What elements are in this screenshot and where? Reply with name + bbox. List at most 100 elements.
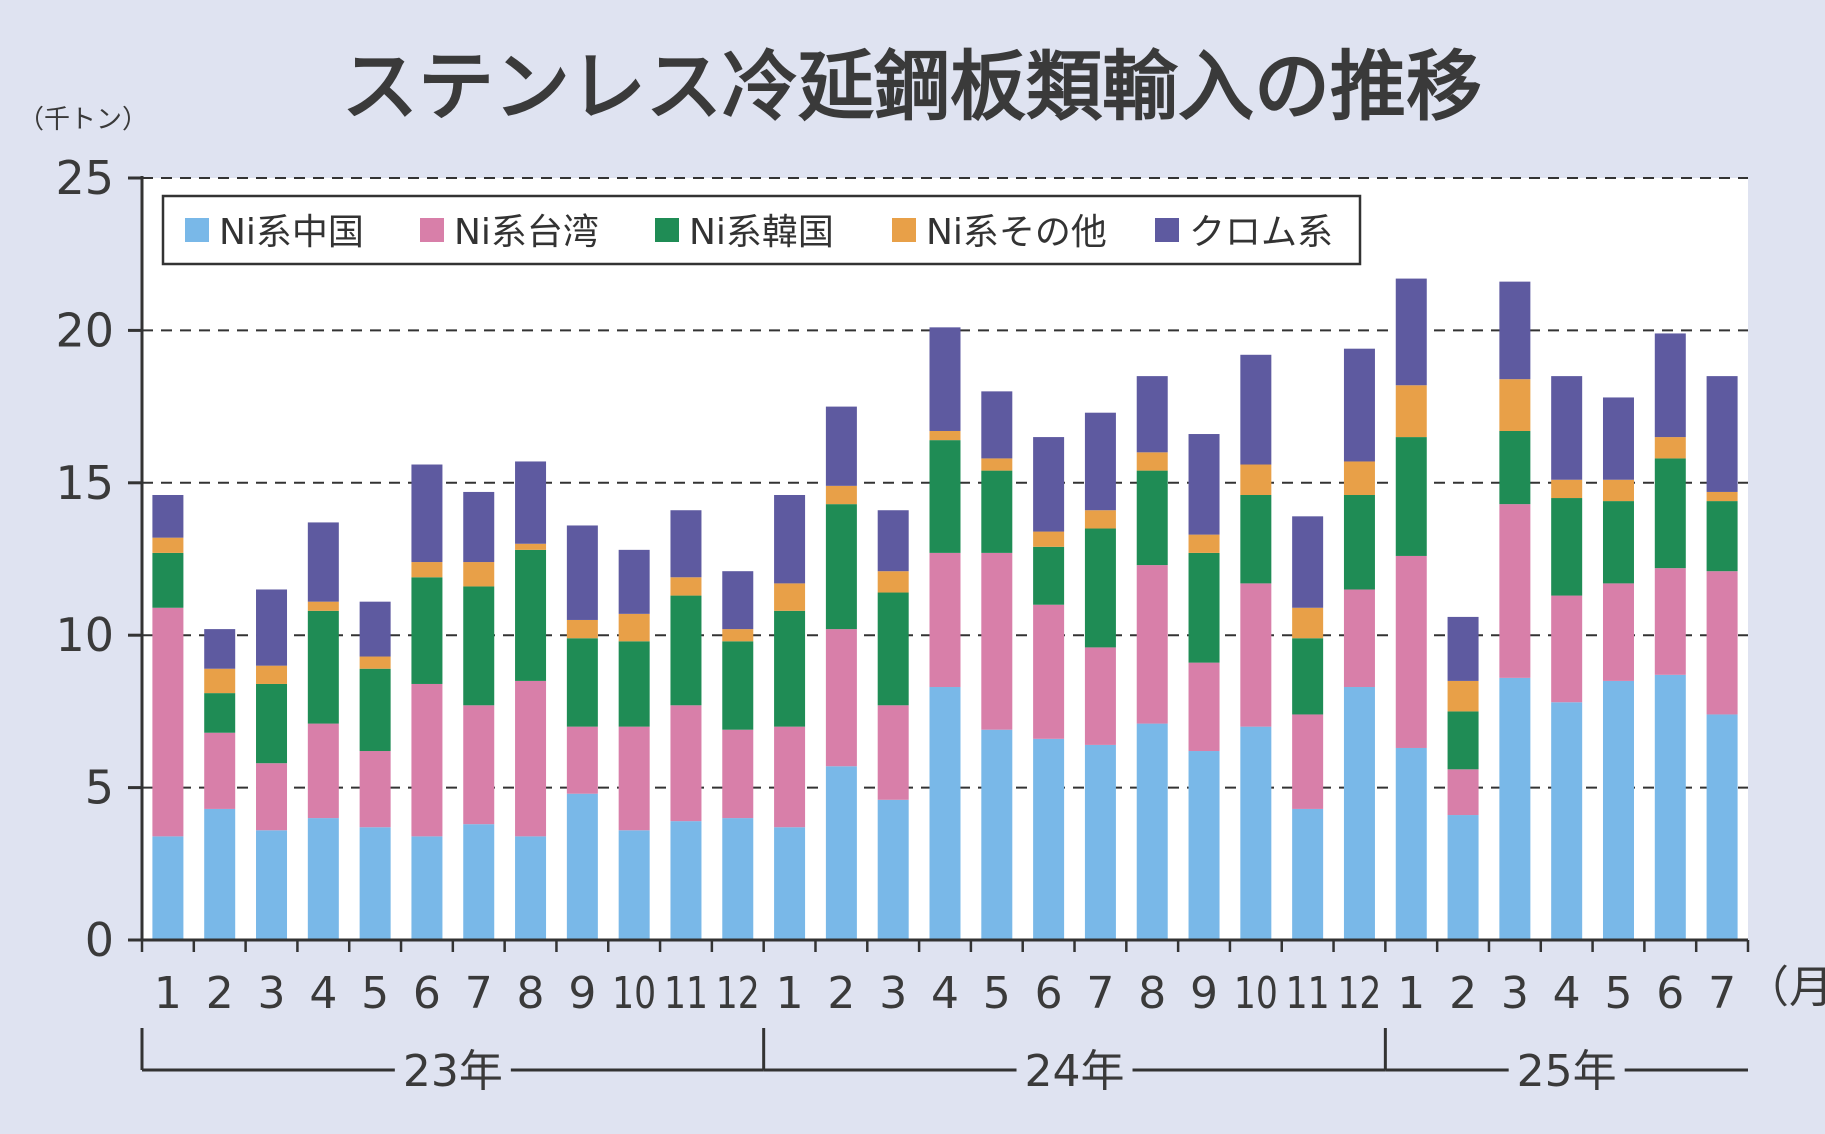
bar-segment bbox=[1499, 504, 1531, 678]
bar-segment bbox=[981, 470, 1013, 553]
bar-segment bbox=[1706, 501, 1738, 572]
x-tick-label: 7 bbox=[465, 968, 493, 1019]
bar-segment bbox=[1551, 595, 1583, 703]
legend-swatch bbox=[892, 218, 916, 242]
bar-segment bbox=[670, 577, 702, 596]
bar-segment bbox=[825, 766, 857, 940]
x-tick-label: 5 bbox=[1604, 968, 1632, 1019]
bar-segment bbox=[152, 552, 184, 608]
x-tick-label: 1 bbox=[1397, 968, 1425, 1019]
year-label: 24年 bbox=[1025, 1046, 1125, 1097]
bar-segment bbox=[152, 607, 184, 837]
bar-segment bbox=[1654, 674, 1686, 940]
bar-segment bbox=[1136, 452, 1168, 471]
bar-segment bbox=[204, 693, 236, 733]
legend-label: クロム系 bbox=[1189, 212, 1333, 253]
bar-segment bbox=[515, 549, 547, 681]
bar-segment bbox=[1136, 565, 1168, 724]
x-tick-label: 1 bbox=[154, 968, 182, 1019]
bar-segment bbox=[463, 491, 495, 563]
bar-segment bbox=[877, 592, 909, 706]
bar-segment bbox=[1292, 638, 1324, 715]
bar-segment bbox=[1033, 546, 1065, 605]
bar-segment bbox=[1395, 747, 1427, 940]
bar-segment bbox=[877, 705, 909, 800]
bar-segment bbox=[307, 818, 339, 940]
bar-segment bbox=[1395, 555, 1427, 748]
bar-segment bbox=[411, 562, 443, 578]
bar-segment bbox=[1447, 711, 1479, 770]
bar-segment bbox=[1084, 647, 1116, 745]
bar-segment bbox=[1188, 662, 1220, 752]
bar-segment bbox=[566, 619, 598, 639]
bar-segment bbox=[929, 687, 961, 940]
bar-segment bbox=[256, 665, 288, 684]
bar-segment bbox=[1343, 589, 1375, 688]
bar-segment bbox=[1706, 714, 1738, 940]
x-tick-label: 10 bbox=[1234, 968, 1278, 1019]
y-axis-unit: （千トン） bbox=[18, 105, 148, 135]
x-tick-label: 4 bbox=[309, 968, 337, 1019]
bar-segment bbox=[204, 808, 236, 940]
y-tick-label: 10 bbox=[55, 608, 114, 662]
bar-segment bbox=[463, 586, 495, 706]
x-tick-label: 12 bbox=[1337, 968, 1381, 1019]
x-tick-label: 2 bbox=[1449, 968, 1477, 1019]
bar-segment bbox=[1447, 616, 1479, 681]
bar-segment bbox=[1602, 501, 1634, 584]
bar-segment bbox=[1033, 531, 1065, 547]
bar-segment bbox=[515, 461, 547, 544]
bar-segment bbox=[981, 552, 1013, 730]
bar-segment bbox=[204, 732, 236, 809]
x-tick-label: 9 bbox=[1190, 968, 1218, 1019]
bar-segment bbox=[1447, 815, 1479, 940]
x-tick-label: 5 bbox=[983, 968, 1011, 1019]
y-tick-label: 20 bbox=[55, 303, 114, 357]
bar-segment bbox=[463, 562, 495, 587]
bar-segment bbox=[722, 729, 754, 819]
bar-segment bbox=[1447, 769, 1479, 816]
bar-segment bbox=[411, 683, 443, 837]
bar-segment bbox=[618, 726, 650, 831]
axes: 0 5 10 15 20 25 bbox=[55, 151, 1750, 967]
bar-segment bbox=[1240, 464, 1272, 495]
bar-segment bbox=[722, 818, 754, 940]
x-tick-label: 3 bbox=[258, 968, 286, 1019]
bar-segment bbox=[618, 549, 650, 614]
bar-segment bbox=[670, 821, 702, 940]
bar-segment bbox=[1551, 376, 1583, 480]
bar-segment bbox=[929, 552, 961, 688]
bar-segment bbox=[1240, 726, 1272, 940]
bar-segment bbox=[1292, 607, 1324, 639]
bar-segment bbox=[722, 641, 754, 730]
bar-segment bbox=[515, 836, 547, 940]
bar-segment bbox=[1084, 528, 1116, 648]
chart-title: ステンレス冷延鋼板類輸入の推移 bbox=[342, 42, 1482, 131]
bar-segment bbox=[1706, 491, 1738, 502]
bar-segment bbox=[877, 571, 909, 593]
y-tick-label: 5 bbox=[85, 761, 114, 815]
x-tick-label: 8 bbox=[517, 968, 545, 1019]
x-tick-label: 2 bbox=[206, 968, 234, 1019]
bar-segment bbox=[1188, 534, 1220, 553]
bar-segment bbox=[1292, 808, 1324, 940]
bar-segment bbox=[1602, 479, 1634, 502]
bar-segment bbox=[411, 577, 443, 684]
bar-segment bbox=[1188, 751, 1220, 940]
bar-segment bbox=[359, 601, 391, 657]
bar-segment bbox=[515, 543, 547, 550]
bar-segment bbox=[463, 824, 495, 940]
x-tick-label: 10 bbox=[612, 968, 656, 1019]
bar-segment bbox=[1602, 583, 1634, 681]
bar-segment bbox=[929, 327, 961, 431]
bar-segment bbox=[670, 510, 702, 578]
bars bbox=[152, 278, 1738, 940]
bar-segment bbox=[1136, 376, 1168, 453]
bar-segment bbox=[566, 525, 598, 620]
x-tick-label: 2 bbox=[827, 968, 855, 1019]
bar-segment bbox=[1551, 479, 1583, 499]
bar-segment bbox=[981, 729, 1013, 940]
bar-segment bbox=[463, 705, 495, 825]
bar-segment bbox=[515, 680, 547, 837]
